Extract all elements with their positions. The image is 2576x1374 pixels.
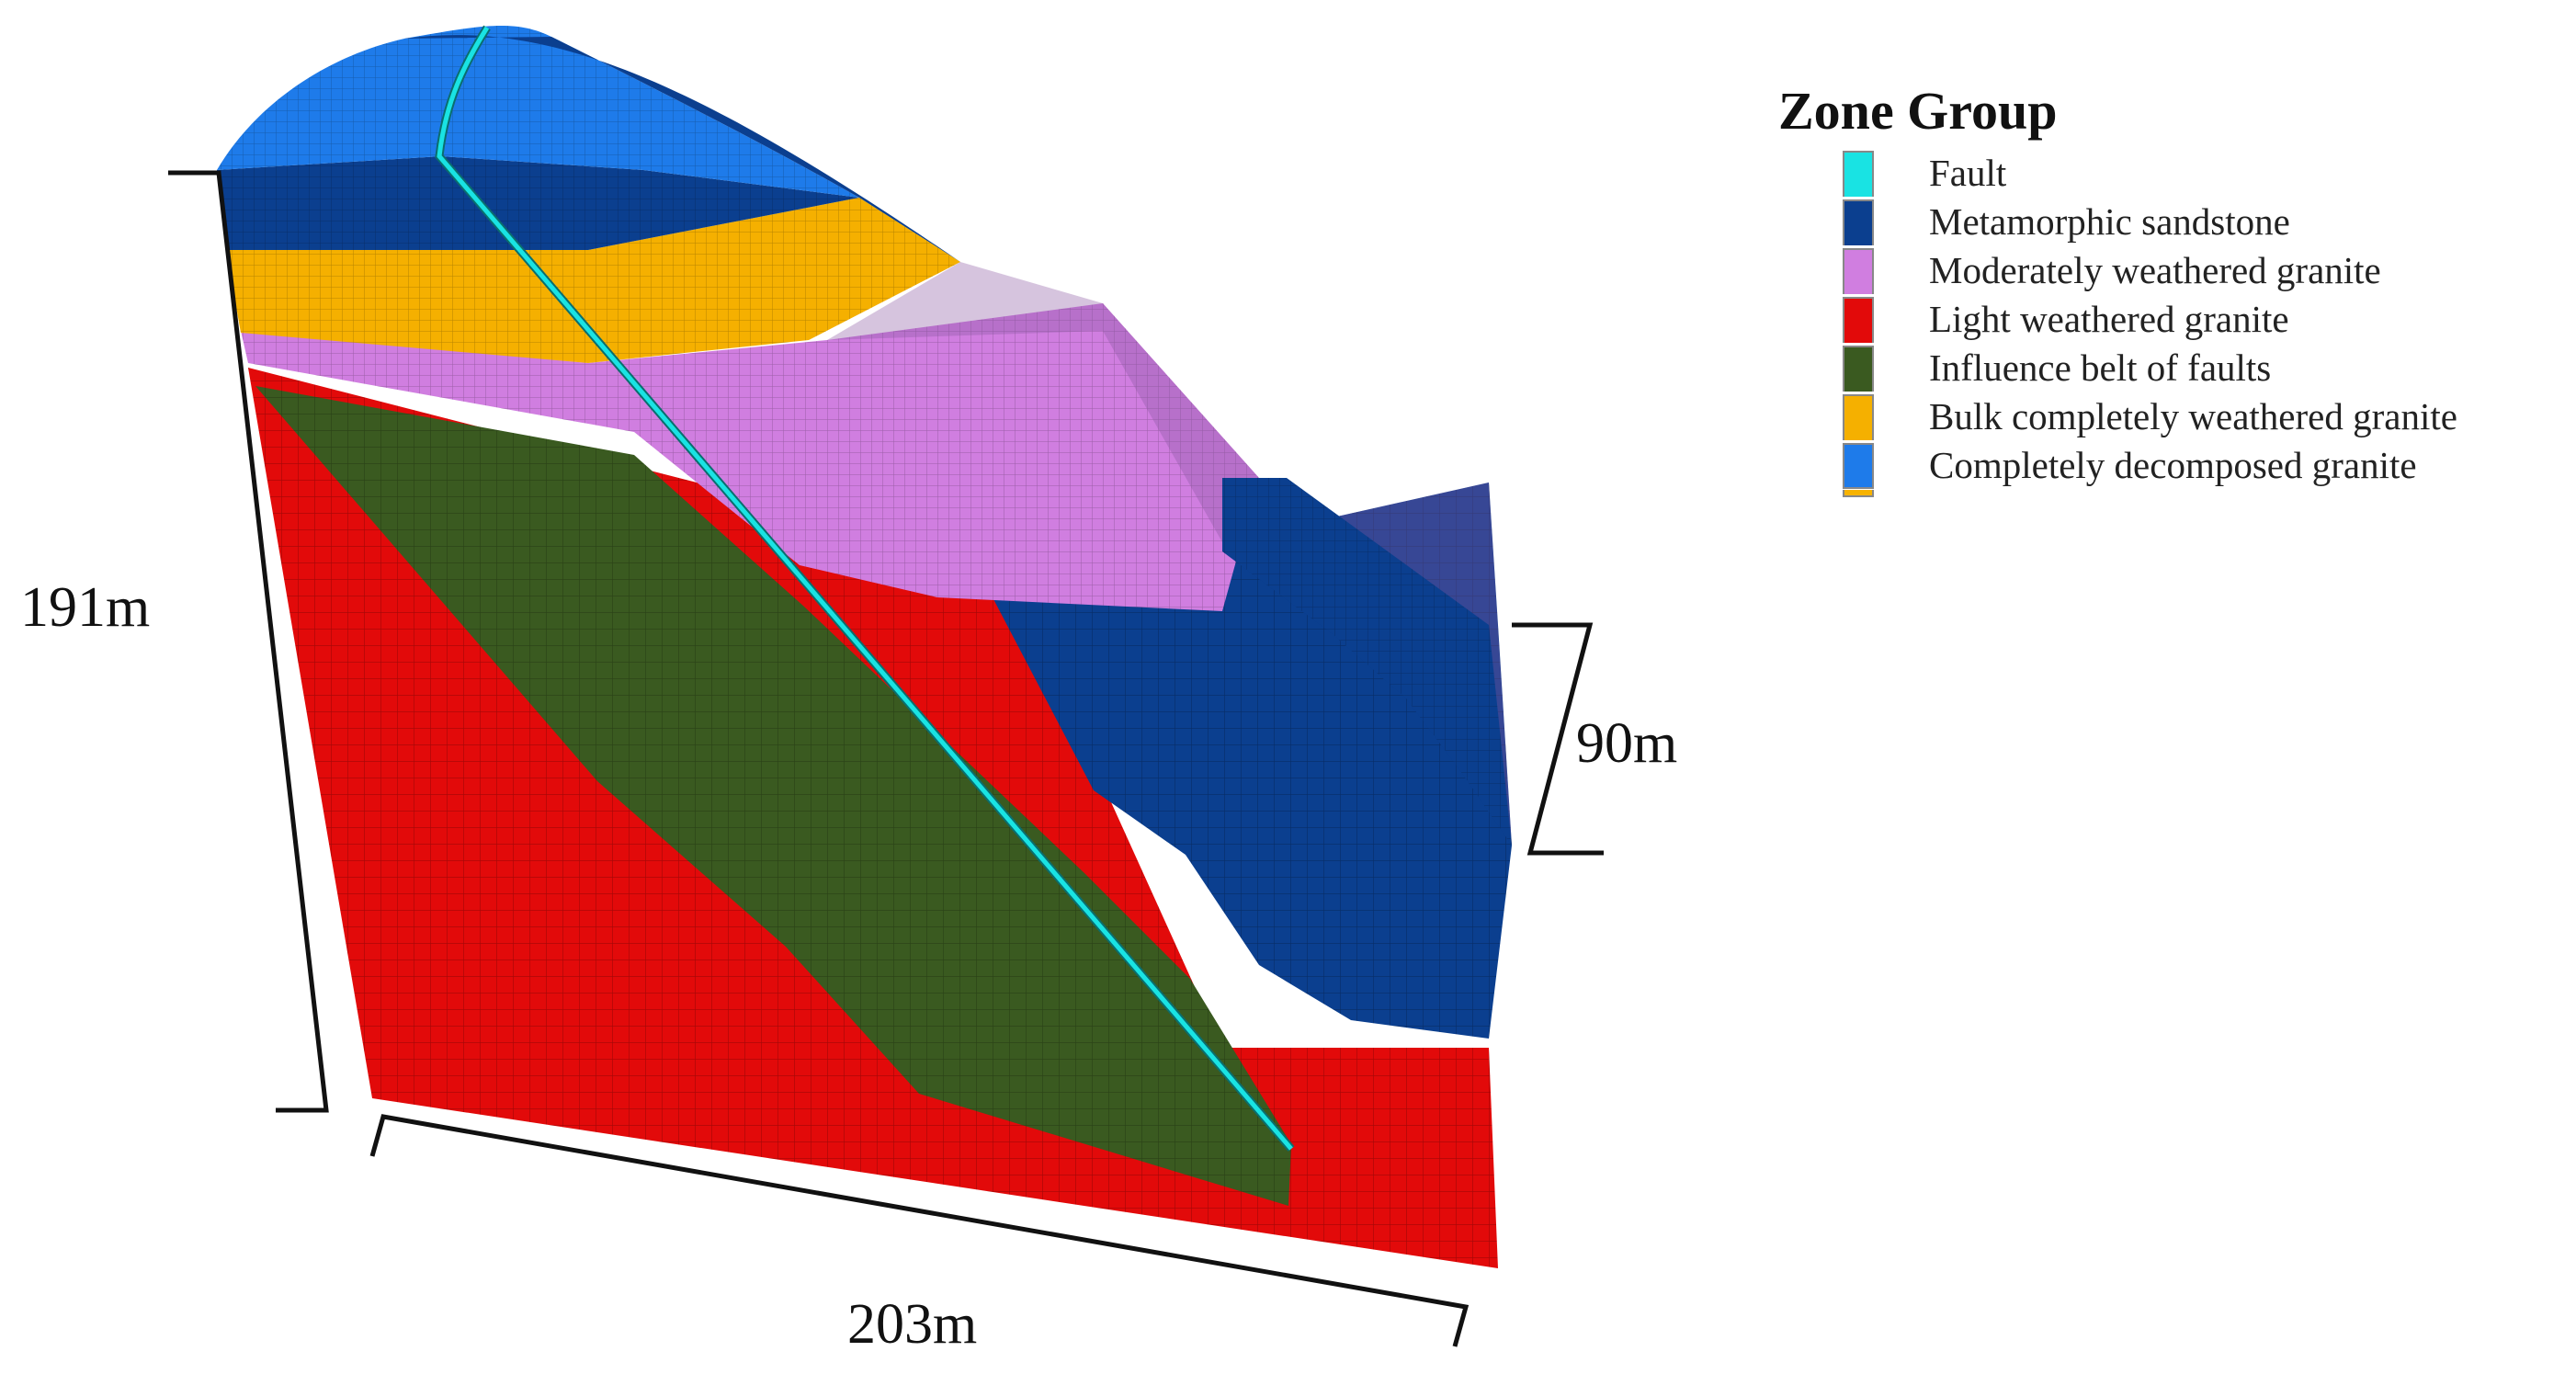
legend-swatch	[1843, 247, 1874, 294]
legend-item: Bulk completely weathered granite	[1843, 392, 2569, 441]
slope-surface-zone	[827, 262, 1512, 846]
legend-swatch-tail	[1843, 490, 1874, 497]
width-bottom-label: 203m	[847, 1293, 978, 1356]
legend-swatch	[1843, 199, 1874, 245]
legend-item: Completely decomposed granite	[1843, 441, 2569, 490]
influence-belt-zone	[255, 386, 1291, 1206]
width-bottom-bracket	[369, 1114, 1470, 1347]
legend-items: Fault Metamorphic sandstone Moderately wea…	[1843, 149, 2569, 490]
legend-swatch	[1843, 393, 1874, 440]
completely-decomposed-granite-zone	[217, 25, 960, 263]
metamorphic-sandstone-upper-zone	[217, 156, 859, 250]
legend-swatch	[1843, 442, 1874, 489]
legend-label: Influence belt of faults	[1929, 346, 2272, 389]
fault-line	[435, 25, 1295, 1152]
legend-item: Fault	[1843, 149, 2569, 198]
legend-item: Influence belt of faults	[1843, 344, 2569, 392]
legend-label: Fault	[1929, 152, 2007, 194]
height-right-bracket	[1512, 622, 1604, 856]
legend-label: Metamorphic sandstone	[1929, 200, 2290, 243]
legend-label: Moderately weathered granite	[1929, 249, 2381, 291]
legend-label: Light weathered granite	[1929, 298, 2289, 340]
legend-swatch	[1843, 296, 1874, 343]
legend-swatch	[1843, 150, 1874, 197]
height-left-label: 191m	[20, 576, 151, 639]
legend-label: Bulk completely weathered granite	[1929, 395, 2457, 437]
legend-item: Moderately weathered granite	[1843, 246, 2569, 295]
legend-item: Light weathered granite	[1843, 295, 2569, 344]
legend-title: Zone Group	[1778, 81, 2058, 141]
legend-swatch	[1843, 345, 1874, 392]
legend-label: Completely decomposed granite	[1929, 444, 2417, 486]
bulk-completely-weathered-granite-zone	[226, 198, 960, 363]
height-left-bracket	[168, 170, 329, 1113]
zone-group-legend: Zone Group Fault Metamorphic sandstone Mod…	[1778, 85, 2569, 497]
height-right-label: 90m	[1576, 712, 1678, 775]
moderately-weathered-granite-zone	[241, 303, 1259, 611]
legend-item: Metamorphic sandstone	[1843, 198, 2569, 246]
